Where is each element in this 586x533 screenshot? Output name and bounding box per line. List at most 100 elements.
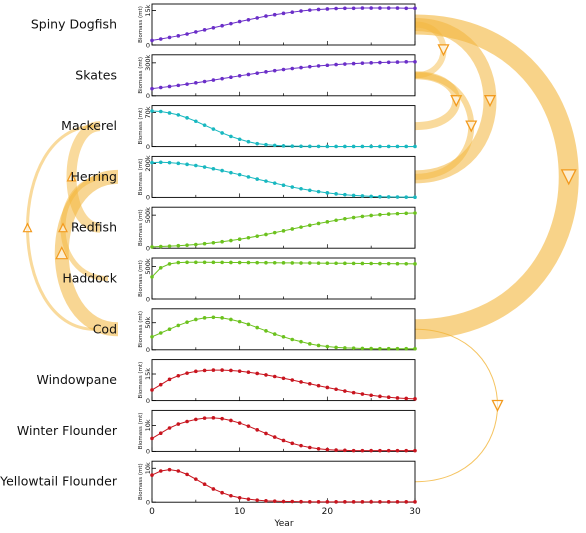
data-point xyxy=(308,223,312,228)
panel-redfish: Redfish Biomass (mt)0 500k xyxy=(71,206,417,253)
data-point xyxy=(246,139,251,144)
species-label: Mackerel xyxy=(61,118,117,133)
data-point xyxy=(185,260,189,265)
data-point xyxy=(150,160,154,165)
data-point xyxy=(202,368,207,373)
data-point xyxy=(229,493,233,498)
data-point xyxy=(343,192,347,197)
data-point xyxy=(360,6,365,10)
y-tick-label: 10k xyxy=(144,462,152,474)
series-line-windowpane xyxy=(151,369,416,400)
data-point xyxy=(255,234,259,238)
data-point xyxy=(360,500,365,504)
series-line-mackerel xyxy=(151,110,415,147)
data-point xyxy=(176,373,181,378)
data-point xyxy=(343,261,347,266)
data-point xyxy=(386,500,391,504)
data-point xyxy=(220,316,224,320)
data-point xyxy=(185,371,189,375)
arrow-icon xyxy=(55,246,69,260)
data-point xyxy=(246,424,251,428)
data-point xyxy=(369,261,373,266)
data-point xyxy=(167,160,172,165)
data-point xyxy=(158,382,163,387)
data-point xyxy=(360,61,365,65)
data-point xyxy=(404,500,409,504)
arrow-icon xyxy=(58,222,68,233)
data-point xyxy=(185,32,189,36)
data-point xyxy=(299,65,303,70)
data-point xyxy=(378,448,382,453)
y-tick-label: 0 xyxy=(146,499,150,507)
y-tick-label: 15k xyxy=(144,368,152,380)
data-point xyxy=(220,490,224,495)
data-point xyxy=(176,83,181,88)
panel-windowpane: Windowpane Biomass (mt)0 15k xyxy=(37,359,417,405)
data-point xyxy=(334,345,338,350)
data-point xyxy=(281,229,286,233)
panel-frame xyxy=(151,54,416,97)
data-point xyxy=(237,137,242,142)
data-point xyxy=(229,75,233,80)
data-point xyxy=(167,35,172,40)
data-point xyxy=(351,144,356,149)
series-line-cod xyxy=(151,316,415,350)
data-point xyxy=(220,23,224,28)
data-point xyxy=(334,448,338,452)
data-point xyxy=(316,64,321,68)
data-point xyxy=(404,396,409,401)
data-point xyxy=(343,62,347,66)
data-point xyxy=(150,109,154,113)
data-point xyxy=(229,368,233,373)
data-point xyxy=(194,119,198,124)
data-point xyxy=(185,320,189,324)
data-point xyxy=(308,445,312,450)
data-point xyxy=(211,166,216,171)
data-point xyxy=(325,144,330,149)
data-point xyxy=(202,482,207,487)
data-point xyxy=(386,60,391,65)
data-point xyxy=(395,211,400,216)
arrow-icon xyxy=(465,120,478,133)
data-point xyxy=(176,34,181,38)
data-point xyxy=(272,68,277,73)
y-axis-label: Biomass (mt) xyxy=(138,108,144,145)
series-line-yellowtail-flounder xyxy=(151,469,415,503)
data-point xyxy=(395,346,400,351)
y-axis-label: Biomass (mt) xyxy=(138,209,144,246)
panel-mackerel: Mackerel Biomass (mt)0 70k xyxy=(61,105,417,151)
data-point xyxy=(158,85,163,90)
data-point xyxy=(264,260,268,265)
data-point xyxy=(369,6,373,10)
data-point xyxy=(255,141,259,146)
data-point xyxy=(150,275,154,279)
data-point xyxy=(316,500,321,504)
data-point xyxy=(343,448,347,453)
y-axis-label: Biomass (mt) xyxy=(138,413,144,450)
data-point xyxy=(150,38,154,43)
panel-winter-flounder: Winter Flounder Biomass (mt)0 10k xyxy=(17,409,417,456)
data-point xyxy=(246,17,251,22)
data-point xyxy=(351,193,356,198)
data-point xyxy=(413,211,417,215)
data-point xyxy=(369,213,373,218)
y-axis-label: Biomass (mt) xyxy=(138,6,144,43)
data-point xyxy=(316,221,321,226)
data-point xyxy=(202,416,207,420)
data-point xyxy=(185,116,189,120)
data-point xyxy=(272,260,277,265)
data-point xyxy=(150,86,154,91)
data-point xyxy=(325,7,330,11)
y-tick-label: 0 xyxy=(146,397,150,405)
species-label: Skates xyxy=(75,67,117,82)
data-point xyxy=(351,261,356,266)
data-point xyxy=(386,448,391,453)
data-point xyxy=(334,6,338,11)
data-point xyxy=(325,385,330,390)
data-point xyxy=(281,376,286,381)
data-point xyxy=(299,380,303,384)
data-point xyxy=(255,428,259,432)
data-point xyxy=(281,261,286,265)
panel-frame xyxy=(151,105,416,148)
